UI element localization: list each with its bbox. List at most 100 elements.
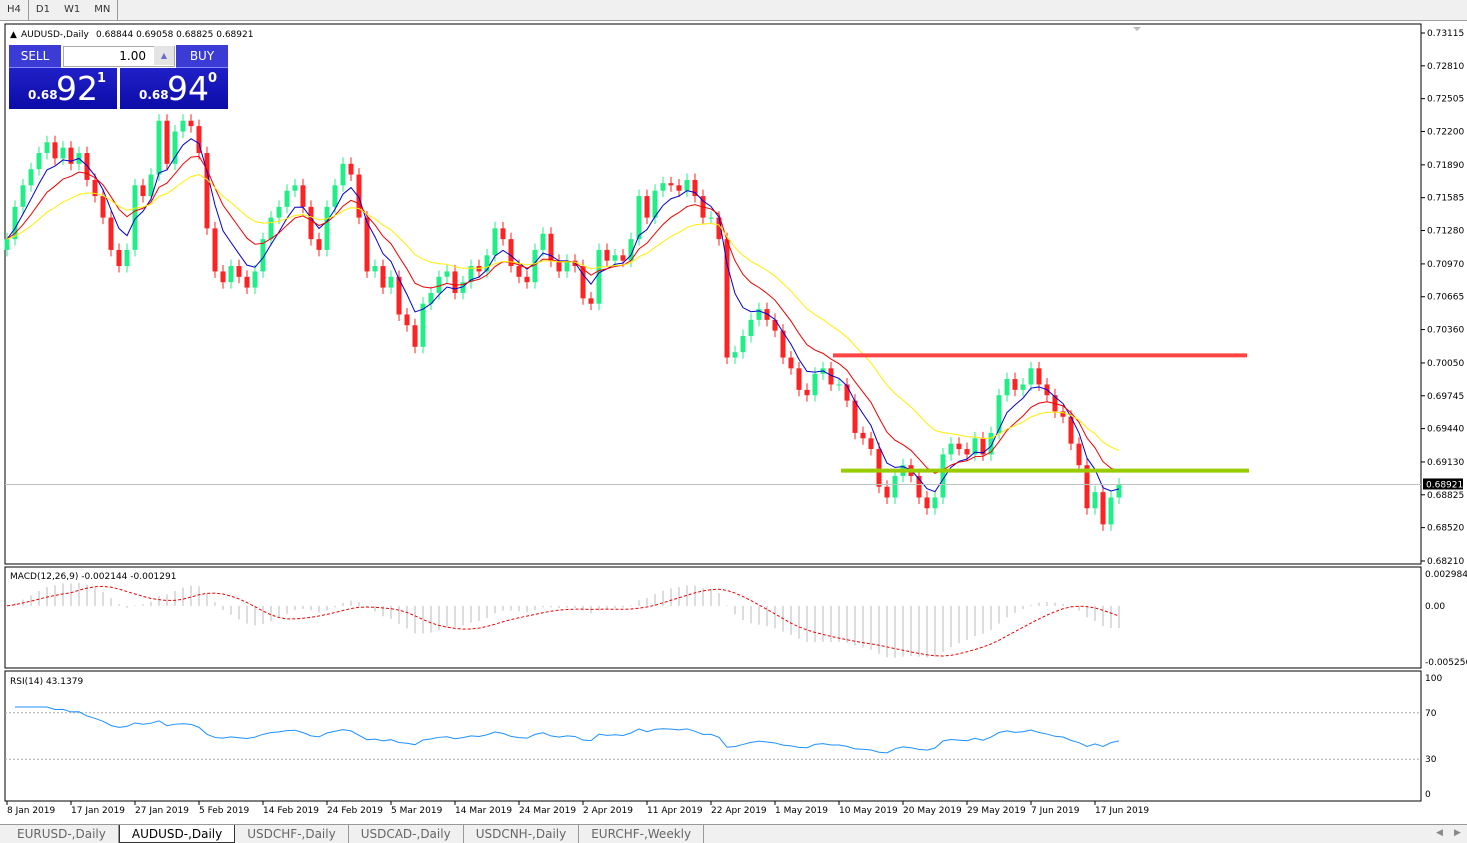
bear-candle xyxy=(884,486,890,498)
bull-candle xyxy=(172,131,178,164)
date-label: 27 Jan 2019 xyxy=(135,806,189,816)
bear-candle xyxy=(604,249,610,261)
bull-candle xyxy=(940,454,946,498)
bear-candle xyxy=(668,183,674,186)
date-label: 11 Apr 2019 xyxy=(647,806,703,816)
tab-usdcad[interactable]: USDCAD-,Daily xyxy=(349,825,464,843)
bull-candle xyxy=(468,266,474,283)
macd-label: MACD(12,26,9) -0.002144 -0.001291 xyxy=(10,572,176,582)
sell-price[interactable]: 0.68 92 1 xyxy=(9,68,117,109)
lot-size-input[interactable]: 1.00 xyxy=(63,46,175,67)
chart-title: AUDUSD-,Daily xyxy=(21,30,89,40)
date-label: 20 May 2019 xyxy=(903,806,962,816)
bear-candle xyxy=(676,185,682,191)
bull-candle xyxy=(148,174,154,197)
bear-candle xyxy=(164,120,170,164)
price-tick-label: 0.71890 xyxy=(1427,161,1464,171)
bull-candle xyxy=(332,185,338,207)
collapse-triangle-icon[interactable]: ▲ xyxy=(10,30,17,40)
bull-candle xyxy=(260,239,266,272)
bear-candle xyxy=(412,325,418,347)
bull-candle xyxy=(180,120,186,132)
price-tick-label: 0.70050 xyxy=(1427,359,1464,369)
bear-candle xyxy=(356,174,362,218)
bull-candle xyxy=(20,185,26,207)
timeframe-d1[interactable]: D1 xyxy=(35,4,50,15)
bear-candle xyxy=(980,438,986,455)
tab-eurusd[interactable]: EURUSD-,Daily xyxy=(5,825,119,843)
timeframe-h4[interactable]: H4 xyxy=(7,4,21,15)
bear-candle xyxy=(244,276,250,288)
bull-candle xyxy=(684,179,690,191)
bear-candle xyxy=(1012,379,1018,390)
bull-candle xyxy=(932,497,938,509)
bull-candle xyxy=(972,438,978,455)
bear-candle xyxy=(916,475,922,498)
tab-usdcnh[interactable]: USDCNH-,Daily xyxy=(464,825,580,843)
rsi-panel xyxy=(4,670,1422,802)
bull-candle xyxy=(596,249,602,304)
tab-eurchf[interactable]: EURCHF-,Weekly xyxy=(579,825,705,843)
bull-candle xyxy=(324,206,330,250)
buy-button[interactable]: BUY xyxy=(176,45,228,68)
macd-signal-line xyxy=(6,585,1120,657)
bear-candle xyxy=(724,239,730,358)
bear-candle xyxy=(204,153,210,229)
date-label: 5 Feb 2019 xyxy=(199,806,250,816)
bear-candle xyxy=(140,185,146,197)
lot-increase-button[interactable]: ▲ xyxy=(154,46,174,65)
bear-candle xyxy=(316,239,322,250)
bull-candle xyxy=(652,190,658,218)
date-label: 17 Jan 2019 xyxy=(71,806,125,816)
tab-scroll-left-icon[interactable]: ◀ xyxy=(1436,828,1443,838)
macd-panel xyxy=(4,566,1422,669)
timeframe-w1[interactable]: W1 xyxy=(63,4,81,15)
bear-candle xyxy=(1076,443,1082,466)
fast-moving-average xyxy=(6,138,1120,493)
bear-candle xyxy=(1084,465,1090,509)
bull-candle xyxy=(4,239,10,250)
sell-button[interactable]: SELL xyxy=(9,45,61,68)
bear-candle xyxy=(188,120,194,127)
tab-scroll-right-icon[interactable]: ▶ xyxy=(1454,828,1461,838)
bull-candle xyxy=(756,309,762,320)
bull-candle xyxy=(428,292,434,304)
date-label: 7 Jun 2019 xyxy=(1031,806,1080,816)
chart-shift-marker[interactable] xyxy=(1133,27,1141,31)
rsi-tick-label: 30 xyxy=(1425,755,1437,765)
bear-candle xyxy=(964,449,970,455)
bull-candle xyxy=(836,384,842,386)
price-tick-label: 0.73115 xyxy=(1427,29,1464,39)
tab-audusd[interactable]: AUDUSD-,Daily xyxy=(118,825,236,843)
bear-candle xyxy=(52,142,58,159)
buy-price[interactable]: 0.68 94 0 xyxy=(120,68,228,109)
bull-candle xyxy=(340,163,346,186)
timeframe-mn[interactable]: MN xyxy=(94,4,111,15)
bull-candle xyxy=(12,206,18,240)
bull-candle xyxy=(228,266,234,283)
price-tick-label: 0.68825 xyxy=(1427,491,1464,501)
bull-candle xyxy=(1004,379,1010,396)
date-label: 8 Jan 2019 xyxy=(7,806,55,816)
bull-candle xyxy=(484,255,490,272)
bear-candle xyxy=(804,389,810,396)
bear-candle xyxy=(828,368,834,385)
bull-candle xyxy=(420,303,426,347)
date-label: 2 Apr 2019 xyxy=(583,806,633,816)
tab-usdchf[interactable]: USDCHF-,Daily xyxy=(235,825,349,843)
rsi-tick-label: 0 xyxy=(1425,790,1431,800)
bear-candle xyxy=(308,206,314,240)
bear-candle xyxy=(380,266,386,288)
bear-candle xyxy=(1036,368,1042,385)
bear-candle xyxy=(100,196,106,218)
current-price-badge xyxy=(1423,478,1463,490)
date-label: 29 May 2019 xyxy=(967,806,1026,816)
bear-candle xyxy=(716,217,722,240)
price-tick-label: 0.72505 xyxy=(1427,95,1464,105)
date-label: 5 Mar 2019 xyxy=(391,806,443,816)
bear-candle xyxy=(516,266,522,277)
bull-candle xyxy=(812,373,818,396)
price-tick-label: 0.70665 xyxy=(1427,293,1464,303)
bull-candle xyxy=(36,153,42,170)
